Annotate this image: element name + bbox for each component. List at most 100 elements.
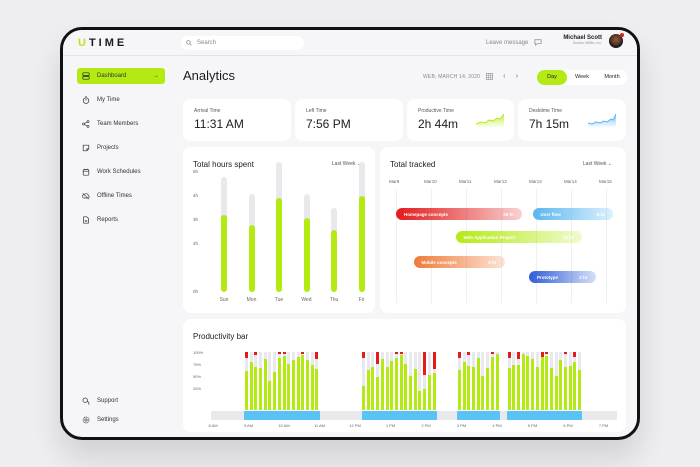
grid-line <box>571 189 572 303</box>
date-label: Mar14 <box>564 179 577 184</box>
productivity-bar <box>362 385 366 410</box>
tracked-filter-dropdown[interactable]: Last Week ⌄ <box>582 161 612 167</box>
gantt-bar[interactable]: Mobile concepts 5 hr <box>413 256 505 268</box>
productivity-bar <box>376 376 380 410</box>
productivity-bar <box>476 357 480 410</box>
date-label: Mar10 <box>424 179 437 184</box>
view-week-button[interactable]: Week <box>575 74 589 80</box>
sparkline-blue-icon <box>588 113 616 128</box>
productivity-bar <box>490 356 494 410</box>
sidebar-item-support[interactable]: Support <box>77 393 165 409</box>
productivity-bar <box>366 369 370 410</box>
y-tick-label: 100% <box>193 350 204 355</box>
arrow-right-icon: → <box>153 73 159 79</box>
productivity-bar <box>457 369 461 410</box>
unproductive-bar <box>282 352 286 355</box>
sidebar-item-work-schedules[interactable]: Work Schedules <box>77 164 165 180</box>
gantt-bar[interactable]: Homepage concepts 26 hr <box>396 208 522 220</box>
avatar[interactable] <box>609 33 624 48</box>
productivity-bar <box>371 367 375 410</box>
productivity-bar <box>467 365 471 410</box>
date-label: Mar9 <box>389 179 400 184</box>
productivity-bar <box>409 375 413 410</box>
leave-message-button[interactable]: Leave message <box>486 39 542 46</box>
productivity-bar <box>481 376 485 410</box>
active-time-segment <box>457 411 500 420</box>
productivity-bar <box>486 367 490 410</box>
bar-tracked <box>276 198 282 292</box>
x-tick-label: 10 AM <box>278 423 290 428</box>
productivity-bar <box>277 357 281 410</box>
hours-filter-dropdown[interactable]: Last Week ⌄ <box>331 161 361 167</box>
sidebar: Dashboard → My Time Team Members Project… <box>77 68 165 236</box>
task-hours: 2 hr <box>579 274 588 280</box>
gantt-bar[interactable]: Web Application Project 15 hr <box>455 231 582 243</box>
sidebar-item-projects[interactable]: Projects <box>77 140 165 156</box>
y-tick-label: 4h <box>193 192 199 198</box>
productivity-bar-bg <box>418 352 422 410</box>
current-date: WEB, MARCH 14, 2020 <box>423 73 481 80</box>
grid-line <box>606 189 607 303</box>
productivity-bar-bg <box>423 352 427 410</box>
sidebar-item-reports[interactable]: Reports <box>77 212 165 228</box>
x-tick-label: 7 PM <box>598 423 609 428</box>
productivity-bar <box>399 355 403 410</box>
dashboard-icon <box>82 72 90 80</box>
productivity-bar <box>564 366 567 410</box>
productivity-bar <box>495 353 499 410</box>
page-title: Analytics <box>183 68 236 83</box>
y-tick-label: 25% <box>193 386 202 391</box>
unproductive-bar <box>376 352 380 364</box>
sidebar-item-offline-times[interactable]: Offline Times <box>77 188 165 204</box>
gantt-bar[interactable]: Prototype 2 hr <box>529 271 596 283</box>
sidebar-item-my-time[interactable]: My Time <box>77 92 165 108</box>
search-icon <box>186 40 192 46</box>
y-tick-label: 50% <box>193 374 202 379</box>
x-tick-label: 6 PM <box>563 423 573 428</box>
view-month-button[interactable]: Month <box>604 74 620 80</box>
unproductive-bar <box>490 352 494 355</box>
date-label: Mar13 <box>529 179 542 184</box>
search-input[interactable]: Search <box>181 36 304 50</box>
productivity-bar <box>512 365 516 410</box>
task-hours: 15 hr <box>562 234 574 240</box>
x-tick-label: Tue <box>274 297 284 303</box>
productivity-bar <box>259 367 262 410</box>
total-hours-card: Total hours spent Last Week ⌄ 0h 2h 3h 4h 5h… <box>183 147 375 313</box>
productivity-bar <box>394 357 398 410</box>
gantt-bar[interactable]: User flow 8 hr <box>532 208 613 220</box>
productivity-bar <box>287 364 291 410</box>
unproductive-bar <box>254 352 258 355</box>
productivity-bar <box>517 364 520 410</box>
x-tick-label: 9 AM <box>243 423 254 428</box>
sidebar-item-team-members[interactable]: Team Members <box>77 116 165 132</box>
view-day-button[interactable]: Day <box>537 70 567 85</box>
unproductive-bar <box>244 352 248 358</box>
prev-date-button[interactable]: ‹ <box>503 73 506 80</box>
unproductive-bar <box>315 352 319 359</box>
sidebar-item-settings[interactable]: Settings <box>77 412 165 428</box>
sidebar-item-dashboard[interactable]: Dashboard → <box>77 68 165 84</box>
productivity-bar-chart: 100% 75% 50% 25% 8 AM 9 AM 10 AM 11 AM 12 PM 1 PM… <box>183 319 626 432</box>
x-tick-label: 1 PM <box>385 423 396 428</box>
next-date-button[interactable]: › <box>515 73 519 80</box>
task-name: Homepage concepts <box>404 211 449 217</box>
productivity-bar <box>559 360 563 410</box>
unproductive-bar <box>362 352 366 358</box>
share-icon <box>82 120 90 128</box>
calendar-grid-icon[interactable] <box>486 73 494 80</box>
unproductive-bar <box>573 352 577 358</box>
unproductive-bar <box>301 352 305 355</box>
task-name: Web Application Project <box>463 234 516 240</box>
view-toggle: Day Week Month <box>537 70 627 85</box>
logo[interactable]: UTIME <box>78 37 128 49</box>
date-navigator: WEB, MARCH 14, 2020 ‹ › <box>423 73 518 80</box>
productivity-bar <box>249 361 253 410</box>
productivity-bar <box>310 365 314 410</box>
date-label: Mar12 <box>494 179 507 184</box>
unproductive-bar <box>432 352 436 370</box>
active-time-segment <box>244 411 320 420</box>
productivity-bar-bg <box>362 352 366 410</box>
user-info[interactable]: Michael Scott Dunder Mifflin, Inc. <box>563 35 602 45</box>
date-label: Mar11 <box>459 179 472 184</box>
